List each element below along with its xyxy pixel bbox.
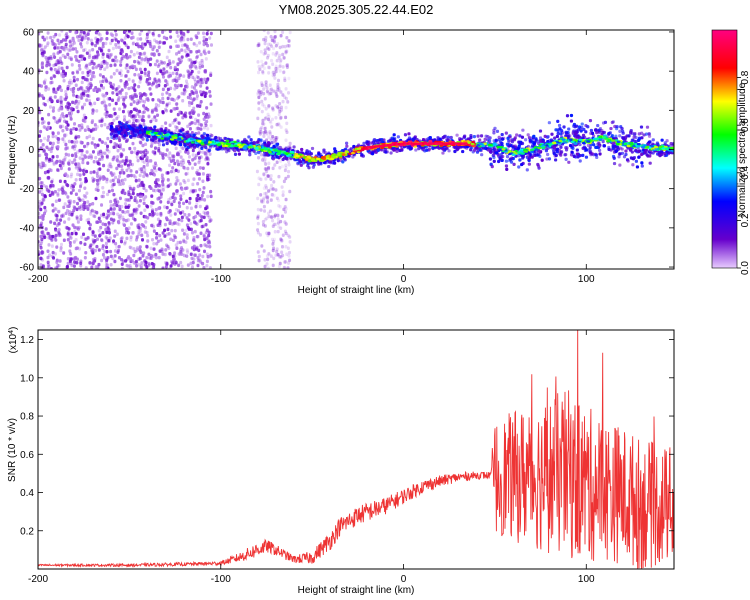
colorbar-label: Normalized spectral amplitude (737, 82, 748, 217)
colorbar-tick-label: 0.0 (740, 261, 750, 275)
snr-panel: -200 -100 0 100 0.2 0.4 0.6 0.8 1.0 1.2 Height of… (7, 327, 675, 596)
spectrogram-y-tick-label: -40 (20, 223, 35, 234)
spectrogram-x-tick-label: -100 (211, 274, 231, 285)
spectrogram-y-axis-label: Frequency (Hz) (7, 116, 18, 185)
colorbar-tick-label: 0.4 (740, 165, 750, 179)
spectrogram-x-tick-label: 100 (578, 274, 595, 285)
spectrogram-x-tick-label: -200 (28, 274, 48, 285)
spectrogram-panel: -200 -100 0 100 60 40 20 0 -20 -40 -60 Height of s… (7, 27, 675, 296)
colorbar-tick-label: 0.8 (740, 70, 750, 84)
snr-frame (37, 329, 675, 570)
snr-x-tick-label: -100 (211, 574, 231, 585)
spectrogram-y-tick-label: 40 (23, 67, 35, 78)
snr-ticks: -200 -100 0 100 0.2 0.4 0.6 0.8 1.0 1.2 (20, 330, 674, 585)
snr-x-axis-label: Height of straight line (km) (298, 585, 415, 596)
spectrogram-y-tick-label: 0 (28, 145, 34, 156)
snr-y-tick-label: 0.2 (20, 526, 34, 537)
spectrogram-x-axis-label: Height of straight line (km) (298, 285, 415, 296)
spectrogram-y-tick-label: -60 (20, 263, 35, 274)
snr-y-tick-label: 0.6 (20, 450, 34, 461)
colorbar-ticks: 0.0 0.2 0.4 0.6 0.8 (737, 70, 750, 275)
snr-series-line (38, 330, 674, 569)
snr-x-tick-label: 100 (578, 574, 595, 585)
colorbar-tick-label: 0.2 (740, 213, 750, 227)
spectrogram-y-tick-label: -20 (20, 184, 35, 195)
colorbar-tick-label: 0.6 (740, 118, 750, 132)
snr-y-tick-label: 0.8 (20, 412, 34, 423)
spectrogram-ticks: -200 -100 0 100 60 40 20 0 -20 -40 -60 (20, 27, 674, 285)
colorbar: 0.0 0.2 0.4 0.6 0.8 Normalized spectral ampl… (711, 29, 750, 275)
snr-x-tick-label: -200 (28, 574, 48, 585)
spectrogram-y-tick-label: 20 (23, 106, 35, 117)
snr-y-axis-label: SNR (10 * v/v) (7, 418, 18, 482)
spectrogram-x-tick-label: 0 (401, 274, 407, 285)
snr-y-tick-label: 1.2 (20, 335, 34, 346)
snr-plot-area (38, 330, 674, 569)
figure-title: YM08.2025.305.22.44.E02 (279, 2, 434, 17)
spectrogram-y-tick-label: 60 (23, 27, 35, 38)
snr-multiplier-label: (x104) (8, 327, 19, 354)
snr-y-tick-label: 1.0 (20, 373, 34, 384)
colorbar-gradient (711, 29, 738, 269)
snr-x-tick-label: 0 (401, 574, 407, 585)
spectrogram-heatmap (38, 30, 674, 269)
snr-y-tick-label: 0.4 (20, 488, 34, 499)
